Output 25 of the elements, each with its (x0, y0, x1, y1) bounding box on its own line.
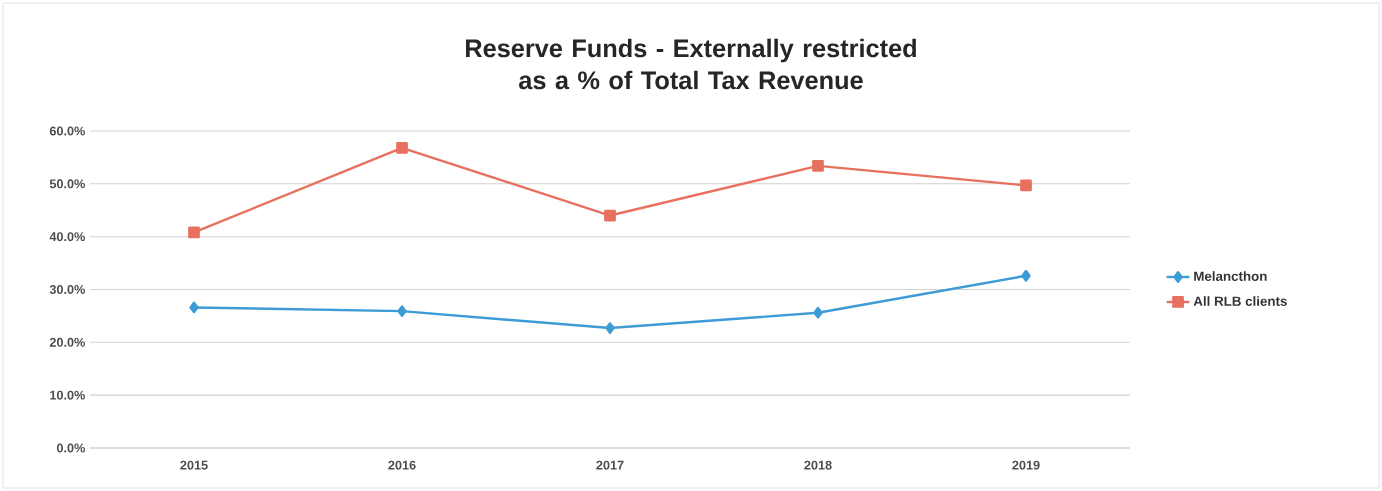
y-tick-label: 10.0% (50, 390, 85, 400)
x-tick-label: 2018 (804, 460, 832, 470)
y-tick-label: 20.0% (49, 337, 85, 347)
y-tick-label: 30.0% (49, 285, 85, 294)
chart-title: Reserve Funds - Externally restricted as a % of Total Tax Revenue (466, 38, 916, 90)
y-tick-label: 50.0% (49, 179, 85, 189)
point (1020, 179, 1032, 192)
legend-label: Melancthon (1194, 271, 1267, 281)
point (188, 226, 200, 239)
y-tick-label: 40.0% (49, 232, 85, 242)
x-tick-label: 2019 (1012, 460, 1040, 470)
point (813, 306, 823, 319)
x-tick-label: 2017 (596, 460, 624, 470)
y-tick-label: 60.0% (49, 126, 85, 136)
point (812, 160, 824, 172)
y-tick-label: 0.0% (56, 443, 85, 453)
x-tick-label: 2016 (388, 460, 416, 470)
point (605, 322, 615, 334)
point (604, 209, 616, 222)
point (1021, 269, 1031, 282)
point (396, 142, 408, 154)
point (189, 301, 199, 314)
point (397, 305, 407, 318)
legend-label: All RLB clients (1193, 296, 1287, 306)
x-tick-label: 2015 (180, 460, 208, 470)
